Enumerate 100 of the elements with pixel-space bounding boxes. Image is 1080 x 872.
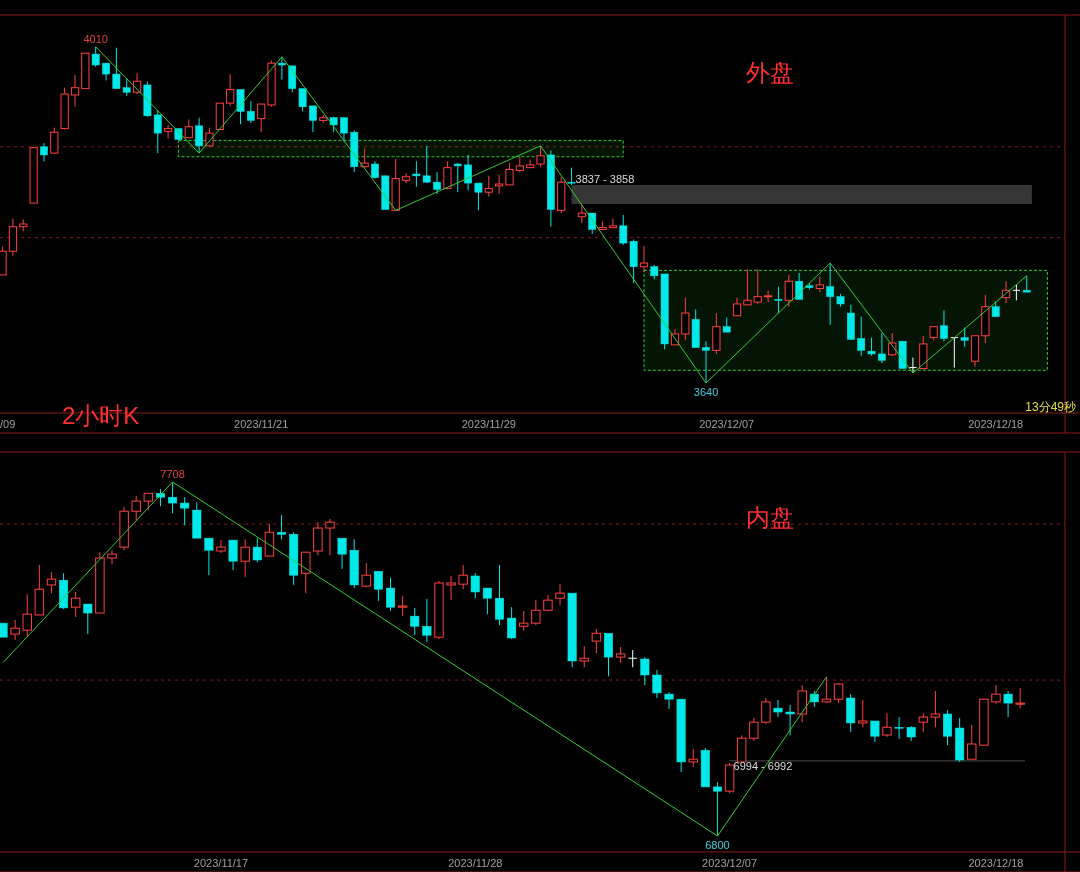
candlestick <box>325 518 335 556</box>
candlestick <box>453 162 462 193</box>
candlestick <box>1003 690 1013 718</box>
candlestick <box>773 699 783 718</box>
annotation: 6800 <box>705 839 730 852</box>
candlestick <box>337 537 347 570</box>
candlestick <box>943 709 953 746</box>
candlestick <box>518 610 529 632</box>
candlestick <box>240 538 250 578</box>
candlestick <box>474 182 483 211</box>
candlestick <box>712 312 721 355</box>
candlestick <box>795 272 804 300</box>
candlestick <box>91 46 100 68</box>
candlestick <box>252 537 262 563</box>
candlestick <box>22 593 32 637</box>
x-tick-label: 2023/12/07 <box>699 418 755 430</box>
candlestick <box>785 704 795 736</box>
candlestick <box>464 154 472 191</box>
x-tick-label: 2023/11/29 <box>461 418 516 430</box>
x-tick-label: 2023/12/18 <box>968 418 1024 430</box>
candlestick <box>1015 687 1025 709</box>
candlestick <box>736 734 747 763</box>
candlestick <box>774 286 783 314</box>
candlestick <box>131 495 141 521</box>
candlestick <box>867 337 876 357</box>
candlestick <box>301 551 311 594</box>
text: 外盘 <box>746 59 794 86</box>
candlestick <box>257 103 266 133</box>
candlestick <box>967 724 977 760</box>
candlestick <box>264 523 275 557</box>
candlestick <box>482 587 492 615</box>
candlestick <box>397 595 408 617</box>
candlestick <box>410 607 420 636</box>
candlestick <box>495 174 504 195</box>
candlestick <box>470 572 480 599</box>
candlestick <box>536 145 545 168</box>
candlestick <box>236 89 245 125</box>
candlestick <box>433 171 441 195</box>
annotation: 7708 <box>160 468 185 481</box>
candlestick <box>908 357 918 374</box>
candlestick <box>309 105 317 133</box>
candlestick <box>608 218 618 229</box>
candlestick <box>797 684 807 723</box>
candlestick <box>579 645 589 668</box>
candlestick <box>228 539 238 571</box>
candlestick <box>826 262 835 326</box>
candlestick <box>0 246 7 276</box>
candlestick <box>639 245 649 273</box>
x-tick-label: 2023/12/07 <box>702 857 758 869</box>
candlestick <box>763 289 773 303</box>
candlestick <box>50 127 59 155</box>
candlestick <box>761 697 771 725</box>
candlestick <box>664 691 674 710</box>
candlestick <box>361 562 372 588</box>
candlestick <box>386 577 396 612</box>
candlestick <box>784 274 793 308</box>
annotation: 3640 <box>693 386 719 399</box>
candlestick <box>446 575 456 601</box>
candlestick <box>443 160 452 190</box>
candlestick <box>749 717 759 742</box>
candlestick <box>627 649 638 668</box>
candlestick <box>313 521 323 556</box>
candlestick <box>195 117 204 154</box>
candlestick <box>555 583 565 606</box>
candlestick <box>46 571 57 594</box>
x-tick-label: 2023/11/17 <box>193 857 249 869</box>
text: /09 <box>0 418 16 430</box>
annotation: 4010 <box>83 32 108 45</box>
annotation: 13分49秒 <box>1025 400 1076 414</box>
candlestick <box>507 606 517 640</box>
candlestick <box>702 340 710 384</box>
x-tick-label: 2023/12/18 <box>968 857 1024 869</box>
candlestick <box>505 162 514 186</box>
candlestick <box>278 56 286 81</box>
candlestick <box>894 716 904 740</box>
candlestick <box>226 73 235 107</box>
candlestick <box>373 570 383 602</box>
candlestick <box>340 117 348 142</box>
candlestick <box>857 316 866 357</box>
candlestick <box>83 603 93 635</box>
candlestick <box>681 297 690 341</box>
candlestick <box>1012 284 1021 301</box>
candlestick <box>991 684 1001 705</box>
candlestick <box>591 628 602 654</box>
candlestick <box>870 720 880 743</box>
annotation: 2小时K <box>62 402 140 429</box>
candlestick <box>821 676 832 704</box>
candlestick <box>163 124 173 140</box>
candlestick <box>878 332 886 364</box>
band-label: 3837 - 3858 <box>575 172 635 185</box>
candlestick <box>216 539 226 554</box>
candlestick <box>246 100 255 124</box>
text: 内盘 <box>746 504 794 531</box>
candlestick <box>458 564 468 590</box>
candlestick <box>107 549 117 565</box>
candlestick <box>184 119 193 139</box>
candlestick <box>732 297 742 317</box>
candlestick <box>204 537 214 576</box>
candlestick <box>652 669 662 699</box>
candlestick <box>180 496 190 526</box>
